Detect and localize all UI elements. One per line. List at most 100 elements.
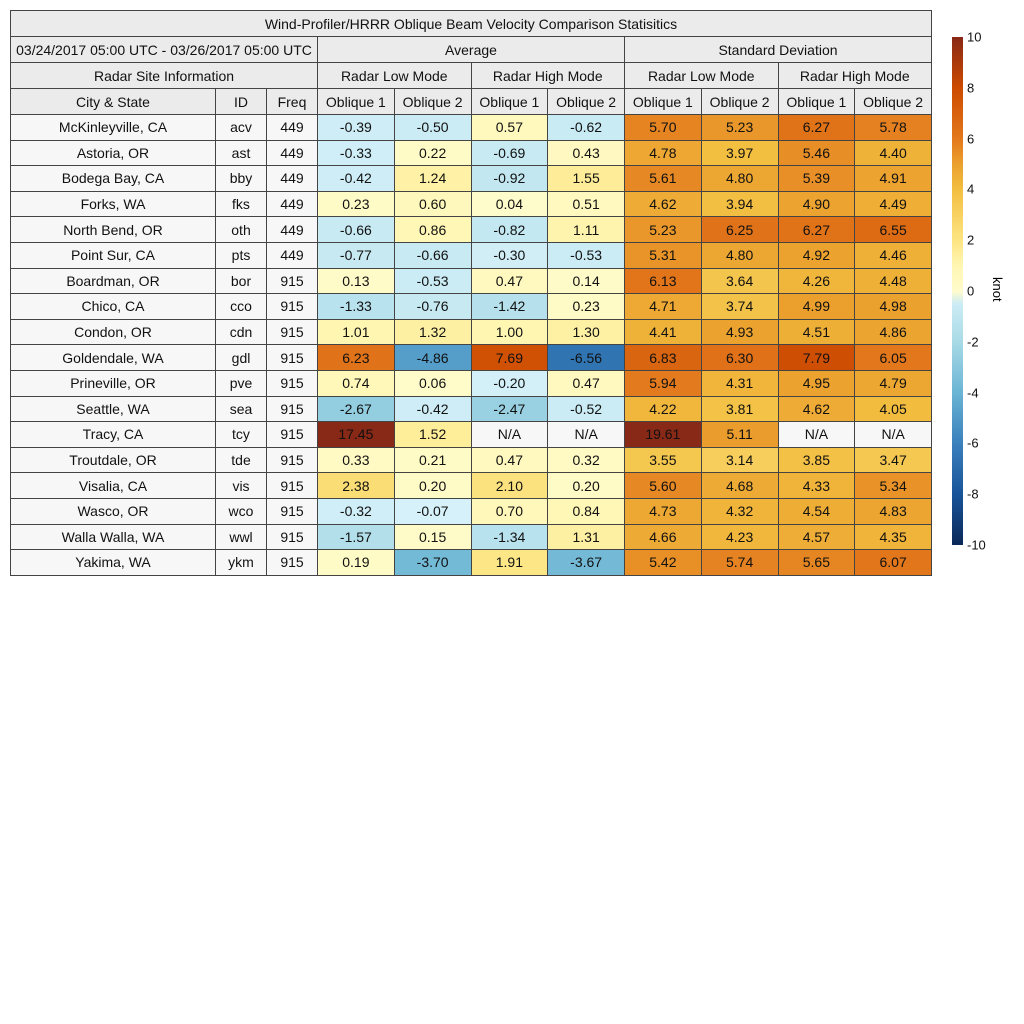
heatmap-cell: 5.78 xyxy=(854,114,932,141)
site-freq: 449 xyxy=(266,114,318,141)
heatmap-cell: -0.53 xyxy=(393,267,472,295)
table-row: Visalia, CA vis 915 2.38 0.20 2.10 0.20 5.60 4.6… xyxy=(10,472,932,499)
heatmap-cell: 1.30 xyxy=(547,318,625,346)
heatmap-cell: -0.30 xyxy=(470,241,549,269)
colorbar-tick: 6 xyxy=(967,131,975,147)
heatmap-cell: -2.47 xyxy=(470,395,549,423)
heatmap-cell: 1.01 xyxy=(317,318,395,346)
site-id: fks xyxy=(215,190,267,218)
heatmap-cell: -3.67 xyxy=(547,549,625,576)
site-id: bor xyxy=(215,267,267,295)
heatmap-cell: 4.40 xyxy=(854,139,932,167)
heatmap-cell: 1.32 xyxy=(393,318,472,346)
heatmap-cell: -0.66 xyxy=(317,216,395,243)
site-freq: 915 xyxy=(266,395,318,423)
colorbar-tick: 2 xyxy=(967,232,975,248)
colorbar-tick: -8 xyxy=(967,486,979,502)
heatmap-cell: 0.57 xyxy=(470,114,549,141)
heatmap-cell: 5.23 xyxy=(624,216,702,243)
heatmap-cell: 4.54 xyxy=(777,497,856,525)
heatmap-cell: -0.53 xyxy=(547,241,625,269)
heatmap-cell: 5.34 xyxy=(854,472,932,499)
heatmap-cell: 4.41 xyxy=(624,318,702,346)
heatmap-cell: 5.31 xyxy=(624,241,702,269)
heatmap-cell: -1.33 xyxy=(317,293,395,320)
site-city: Tracy, CA xyxy=(10,421,216,448)
heatmap-cell: -0.82 xyxy=(470,216,549,243)
heatmap-cell: 6.25 xyxy=(700,216,779,243)
heatmap-cell: 0.21 xyxy=(393,446,472,474)
colorbar-tick: 4 xyxy=(967,181,975,197)
site-freq: 915 xyxy=(266,523,318,551)
heatmap-cell: 1.31 xyxy=(547,523,625,551)
heatmap-cell: 7.69 xyxy=(470,344,549,371)
site-city: Yakima, WA xyxy=(10,549,216,576)
site-id: sea xyxy=(215,395,267,423)
heatmap-cell: 6.05 xyxy=(854,344,932,371)
site-id: pve xyxy=(215,369,267,397)
heatmap-cell: 5.74 xyxy=(700,549,779,576)
table-title: Wind-Profiler/HRRR Oblique Beam Velocity… xyxy=(10,10,932,37)
site-city: Goldendale, WA xyxy=(10,344,216,371)
heatmap-cell: 5.70 xyxy=(624,114,702,141)
heatmap-cell: 1.52 xyxy=(393,421,472,448)
heatmap-cell: 0.20 xyxy=(393,472,472,499)
site-city: Condon, OR xyxy=(10,318,216,346)
group-std: Standard Deviation xyxy=(624,36,932,63)
heatmap-cell: -3.70 xyxy=(393,549,472,576)
group-average: Average xyxy=(317,36,625,63)
heatmap-cell: -0.33 xyxy=(317,139,395,167)
site-freq: 915 xyxy=(266,472,318,499)
site-city: Forks, WA xyxy=(10,190,216,218)
heatmap-cell: 1.55 xyxy=(547,165,625,192)
colorbar-tick: 8 xyxy=(967,80,975,96)
heatmap-cell: 6.55 xyxy=(854,216,932,243)
site-freq: 449 xyxy=(266,139,318,167)
mode-header: Radar Low Mode xyxy=(624,62,779,89)
heatmap-cell: 4.78 xyxy=(624,139,702,167)
heatmap-cell: 5.42 xyxy=(624,549,702,576)
heatmap-cell: 0.15 xyxy=(393,523,472,551)
heatmap-cell: 3.64 xyxy=(700,267,779,295)
column-header: Freq xyxy=(266,88,318,115)
heatmap-cell: -0.66 xyxy=(393,241,472,269)
heatmap-cell: 7.79 xyxy=(777,344,856,371)
heatmap-cell: 3.94 xyxy=(700,190,779,218)
heatmap-cell: 4.31 xyxy=(700,369,779,397)
site-id: oth xyxy=(215,216,267,243)
heatmap-cell: 4.32 xyxy=(700,497,779,525)
column-header: Oblique 1 xyxy=(470,88,549,115)
heatmap-cell: 3.85 xyxy=(777,446,856,474)
site-freq: 449 xyxy=(266,216,318,243)
site-freq: 915 xyxy=(266,293,318,320)
heatmap-cell: 0.86 xyxy=(393,216,472,243)
heatmap-cell: -1.57 xyxy=(317,523,395,551)
heatmap-cell: 0.22 xyxy=(393,139,472,167)
site-city: North Bend, OR xyxy=(10,216,216,243)
heatmap-cell: 4.79 xyxy=(854,369,932,397)
site-city: McKinleyville, CA xyxy=(10,114,216,141)
heatmap-cell: 1.11 xyxy=(547,216,625,243)
heatmap-cell: -0.32 xyxy=(317,497,395,525)
site-id: vis xyxy=(215,472,267,499)
heatmap-cell: 2.10 xyxy=(470,472,549,499)
site-city: Walla Walla, WA xyxy=(10,523,216,551)
site-freq: 915 xyxy=(266,497,318,525)
heatmap-cell: 0.70 xyxy=(470,497,549,525)
heatmap-cell: 3.74 xyxy=(700,293,779,320)
heatmap-cell: 5.46 xyxy=(777,139,856,167)
heatmap-cell: 0.60 xyxy=(393,190,472,218)
heatmap-cell: 3.97 xyxy=(700,139,779,167)
heatmap-cell: 4.80 xyxy=(700,165,779,192)
heatmap-cell: 3.55 xyxy=(624,446,702,474)
heatmap-cell: -0.77 xyxy=(317,241,395,269)
heatmap-cell: -2.67 xyxy=(317,395,395,423)
heatmap-cell: -0.20 xyxy=(470,369,549,397)
table-row: Tracy, CA tcy 915 17.45 1.52 N/A N/A 19.61 5.11 N… xyxy=(10,421,932,448)
heatmap-cell: 0.84 xyxy=(547,497,625,525)
heatmap-cell: 4.62 xyxy=(624,190,702,218)
heatmap-cell: 0.13 xyxy=(317,267,395,295)
heatmap-cell: 4.73 xyxy=(624,497,702,525)
heatmap-cell: 4.98 xyxy=(854,293,932,320)
heatmap-cell: -0.42 xyxy=(393,395,472,423)
